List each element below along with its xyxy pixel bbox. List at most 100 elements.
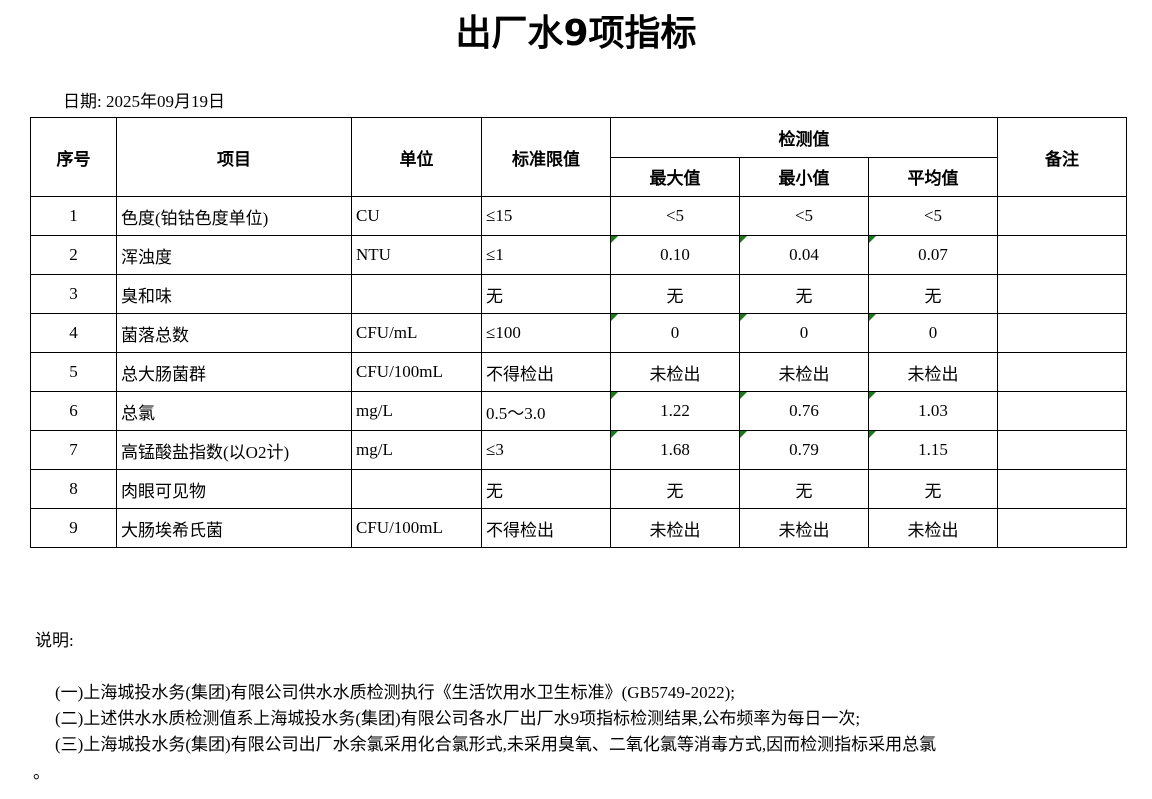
cell-item: 浑浊度: [116, 235, 352, 275]
note-1: (一)上海城投水务(集团)有限公司供水水质检测执行《生活饮用水卫生标准》(GB5…: [55, 683, 735, 702]
cell-text: 6: [69, 401, 78, 420]
cell-item: 臭和味: [116, 274, 352, 314]
cell-text: 0.07: [918, 245, 948, 264]
cell-item: 菌落总数: [116, 313, 352, 353]
cell-flag-marker: [740, 236, 747, 243]
cell-remark: [997, 196, 1127, 236]
header-min: 最小值: [739, 156, 869, 197]
cell-min: 0.76: [739, 391, 869, 431]
header-avg: 平均值: [868, 156, 998, 197]
cell-text: 色度(铂钴色度单位): [121, 208, 269, 228]
cell-max: 未检出: [610, 352, 740, 392]
table-row: 5 总大肠菌群 CFU/100mL 不得检出 未检出 未检出 未检出: [30, 352, 1127, 392]
cell-min: <5: [739, 196, 869, 236]
cell-min: 未检出: [739, 352, 869, 392]
cell-remark: [997, 235, 1127, 275]
cell-text: 无: [924, 286, 942, 306]
cell-text: ≤15: [486, 206, 513, 225]
cell-avg: 未检出: [868, 508, 998, 548]
cell-unit: mg/L: [351, 391, 482, 431]
cell-remark: [997, 469, 1127, 509]
cell-text: 1.68: [660, 440, 690, 459]
cell-text: 肉眼可见物: [121, 481, 206, 501]
date-label: 日期:: [63, 92, 102, 111]
cell-limit: ≤1: [481, 235, 611, 275]
header-no: 序号: [30, 117, 117, 197]
cell-text: <5: [665, 206, 685, 225]
cell-unit: NTU: [351, 235, 482, 275]
cell-text: 0: [670, 323, 680, 342]
cell-flag-marker: [611, 392, 618, 399]
note-tail: 。: [33, 763, 50, 782]
cell-unit: CFU/100mL: [351, 508, 482, 548]
note-2: (二)上述供水水质检测值系上海城投水务(集团)有限公司各水厂出厂水9项指标检测结…: [55, 709, 861, 728]
cell-text: 2: [69, 245, 78, 264]
cell-item: 色度(铂钴色度单位): [116, 196, 352, 236]
cell-limit: 不得检出: [481, 508, 611, 548]
cell-remark: [997, 391, 1127, 431]
cell-unit: CFU/mL: [351, 313, 482, 353]
cell-text: mg/L: [356, 401, 393, 420]
cell-max: 1.68: [610, 430, 740, 470]
cell-flag-marker: [869, 236, 876, 243]
cell-flag-marker: [611, 314, 618, 321]
cell-item: 大肠埃希氏菌: [116, 508, 352, 548]
cell-no: 1: [30, 196, 117, 236]
cell-limit: ≤100: [481, 313, 611, 353]
cell-text: NTU: [356, 245, 391, 264]
header-item: 项目: [116, 117, 352, 197]
cell-text: 0.76: [789, 401, 819, 420]
cell-flag-marker: [869, 392, 876, 399]
cell-remark: [997, 430, 1127, 470]
cell-min: 未检出: [739, 508, 869, 548]
cell-unit: mg/L: [351, 430, 482, 470]
cell-text: 浑浊度: [121, 247, 172, 267]
cell-remark: [997, 352, 1127, 392]
cell-flag-marker: [869, 314, 876, 321]
cell-text: 未检出: [649, 520, 701, 540]
cell-unit: CU: [351, 196, 482, 236]
cell-text: 无: [924, 481, 942, 501]
cell-flag-marker: [611, 431, 618, 438]
cell-text: 菌落总数: [121, 325, 189, 345]
cell-text: 1: [69, 206, 78, 225]
cell-text: <5: [923, 206, 943, 225]
date-value: 2025年09月19日: [105, 92, 225, 111]
page-title: 出厂水9项指标: [455, 13, 697, 54]
cell-text: ≤1: [486, 245, 504, 264]
cell-max: 未检出: [610, 508, 740, 548]
cell-unit: CFU/100mL: [351, 352, 482, 392]
cell-max: 无: [610, 469, 740, 509]
cell-item: 总大肠菌群: [116, 352, 352, 392]
cell-avg: 1.15: [868, 430, 998, 470]
cell-avg: 1.03: [868, 391, 998, 431]
cell-text: 7: [69, 440, 78, 459]
cell-no: 3: [30, 274, 117, 314]
cell-text: CU: [356, 206, 380, 225]
cell-limit: ≤15: [481, 196, 611, 236]
cell-no: 4: [30, 313, 117, 353]
cell-text: 无: [486, 481, 503, 501]
cell-text: 1.22: [660, 401, 690, 420]
cell-no: 2: [30, 235, 117, 275]
table-row: 6 总氯 mg/L 0.5～3.0 1.22 0.76 1.03: [30, 391, 1127, 431]
cell-avg: <5: [868, 196, 998, 236]
cell-text: 未检出: [649, 364, 701, 384]
cell-text: 无: [666, 286, 684, 306]
cell-text: ≤3: [486, 440, 504, 459]
cell-text: 未检出: [778, 520, 830, 540]
cell-remark: [997, 274, 1127, 314]
cell-unit: [351, 469, 482, 509]
cell-no: 5: [30, 352, 117, 392]
cell-no: 6: [30, 391, 117, 431]
header-max: 最大值: [610, 156, 740, 197]
table-row: 7 高锰酸盐指数(以O2计) mg/L ≤3 1.68 0.79 1.15: [30, 430, 1127, 470]
cell-item: 高锰酸盐指数(以O2计): [116, 430, 352, 470]
cell-text: 总氯: [121, 403, 155, 423]
cell-text: 总大肠菌群: [121, 364, 206, 384]
cell-text: 不得检出: [486, 364, 554, 384]
cell-text: CFU/mL: [356, 323, 418, 342]
cell-avg: 无: [868, 469, 998, 509]
header-limit: 标准限值: [481, 117, 611, 197]
cell-min: 无: [739, 274, 869, 314]
